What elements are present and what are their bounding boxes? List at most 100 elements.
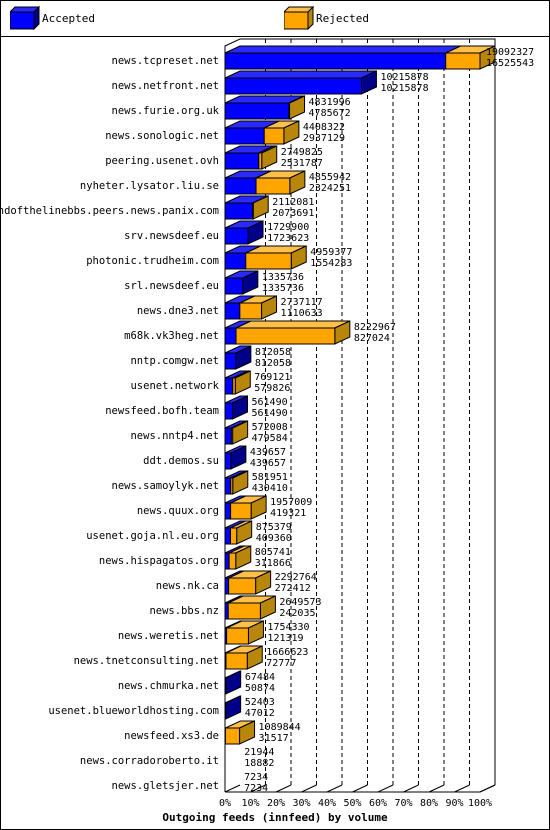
accepted-value-label: 72777 <box>266 658 296 669</box>
accepted-value-label: 439657 <box>250 458 286 469</box>
total-value-label: 1754330 <box>267 622 309 633</box>
total-value-label: 2749825 <box>281 147 323 158</box>
total-value-label: 4408322 <box>303 122 345 133</box>
host-label: news.samoylyk.net <box>112 480 219 492</box>
rejected-bar-top <box>235 320 351 329</box>
total-value-label: 1335736 <box>262 272 304 283</box>
accepted-bar-top <box>224 70 377 79</box>
accepted-bar <box>224 577 230 595</box>
host-label: usenet.goja.nl.eu.org <box>86 530 219 542</box>
floor-tick <box>403 784 419 793</box>
host-label: newsfeed.xs3.de <box>124 730 219 742</box>
accepted-value-label: 1335736 <box>262 283 304 294</box>
accepted-value-label: 827024 <box>354 333 390 344</box>
total-value-label: 52403 <box>245 697 275 708</box>
rejected-bar <box>239 302 263 320</box>
accepted-value-label: 2324251 <box>309 183 351 194</box>
accepted-bar <box>224 327 237 345</box>
x-axis <box>225 784 496 793</box>
accepted-bar <box>224 677 227 695</box>
total-value-label: 1666623 <box>266 647 308 658</box>
x-tick-label: 80% <box>420 798 438 809</box>
x-tick-label: 70% <box>394 798 412 809</box>
accepted-value-label: 1723623 <box>267 233 309 244</box>
accepted-bar-side <box>225 670 242 695</box>
host-label: news.furie.org.uk <box>112 105 220 117</box>
rejected-bar <box>258 152 263 170</box>
total-value-label: 4831996 <box>309 97 351 108</box>
accepted-bar <box>224 302 241 320</box>
host-label: news.corradoroberto.it <box>80 755 219 767</box>
host-label: peering.usenet.ovh <box>105 155 219 167</box>
x-axis-title: Outgoing feeds (innfeed) by volume <box>162 811 388 824</box>
host-label: photonic.trudheim.com <box>86 255 219 267</box>
x-tick-label: 50% <box>343 798 361 809</box>
host-label: news.gletsjer.net <box>112 780 219 792</box>
total-value-label: 10215878 <box>380 72 428 83</box>
accepted-value-label: 272412 <box>275 583 311 594</box>
accepted-value-label: 31517 <box>259 733 289 744</box>
accepted-swatch <box>10 6 40 30</box>
host-label: news.tcpreset.net <box>112 55 219 67</box>
total-value-label: 4959377 <box>310 247 352 258</box>
total-value-label: 2737117 <box>281 297 323 308</box>
accepted-value-label: 4785672 <box>309 108 351 119</box>
accepted-bar <box>224 177 257 195</box>
host-label: usenet.blueworldhosting.com <box>48 705 219 717</box>
rejected-bar <box>232 377 236 395</box>
host-label: m68k.vk3heg.net <box>124 330 219 342</box>
accepted-value-label: 311866 <box>255 558 291 569</box>
accepted-value-label: 16525543 <box>486 58 534 69</box>
host-label: usenet.network <box>130 380 219 392</box>
rejected-bar <box>229 527 238 545</box>
host-label: newsfeed.bofh.team <box>105 405 219 417</box>
rejected-swatch <box>284 6 314 30</box>
accepted-bar <box>224 427 232 445</box>
total-value-label: 2112081 <box>272 197 314 208</box>
total-value-label: 67484 <box>245 672 275 683</box>
accepted-value-label: 18882 <box>244 758 274 769</box>
rejected-bar <box>445 52 481 70</box>
x-tick-label: 40% <box>318 798 336 809</box>
accepted-bar <box>224 702 227 720</box>
accepted-bar <box>224 502 232 520</box>
host-label: news.weretis.net <box>118 630 219 642</box>
accepted-bar-side <box>225 695 242 720</box>
total-value-label: 1089844 <box>259 722 301 733</box>
legend-label-accepted: Accepted <box>42 12 95 25</box>
rejected-bar <box>235 327 336 345</box>
accepted-value-label: 479584 <box>252 433 288 444</box>
host-label: news.sonologic.net <box>105 130 219 142</box>
total-value-label: 2649573 <box>279 597 321 608</box>
accepted-value-label: 50874 <box>245 683 275 694</box>
x-tick-label: 60% <box>369 798 387 809</box>
floor-tick <box>250 784 266 793</box>
rejected-bar <box>230 502 252 520</box>
host-label: news.bbs.nz <box>149 605 219 617</box>
total-value-label: 439657 <box>250 447 286 458</box>
rejected-bar <box>263 127 285 145</box>
accepted-value-label: 430410 <box>252 483 288 494</box>
total-value-label: 19092327 <box>486 47 534 58</box>
total-value-label: 4855942 <box>309 172 351 183</box>
rejected-bar <box>230 427 234 445</box>
accepted-bar <box>224 77 362 95</box>
accepted-value-label: 2937129 <box>303 133 345 144</box>
rejected-bar <box>225 652 248 670</box>
x-tick-label: 0% <box>219 798 231 809</box>
total-value-label: 7234 <box>244 772 268 783</box>
accepted-value-label: 2531787 <box>281 158 323 169</box>
host-label: news.netfront.net <box>112 80 219 92</box>
rejected-bar <box>245 252 292 270</box>
host-label: news.tnetconsulting.net <box>74 655 219 667</box>
accepted-value-label: 1554283 <box>310 258 352 269</box>
legend-label-rejected: Rejected <box>316 12 369 25</box>
accepted-bar <box>224 452 232 470</box>
total-value-label: 805741 <box>255 547 291 558</box>
total-value-label: 8222967 <box>354 322 396 333</box>
total-value-label: 1729900 <box>267 222 309 233</box>
accepted-value-label: 1110633 <box>281 308 323 319</box>
host-label: nyheter.lysator.liu.se <box>80 180 219 192</box>
floor-tick <box>377 784 394 793</box>
x-tick-label: 90% <box>445 798 463 809</box>
